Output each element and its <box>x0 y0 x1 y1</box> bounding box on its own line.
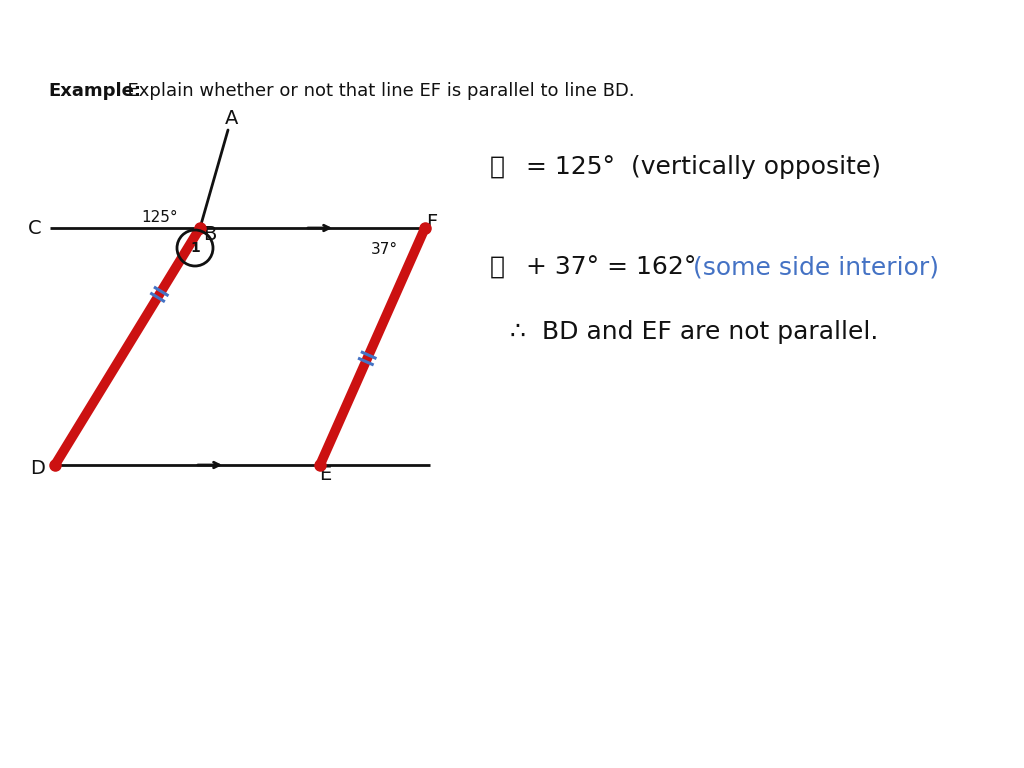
Text: = 125°  (vertically opposite): = 125° (vertically opposite) <box>518 155 881 179</box>
Text: A: A <box>225 108 239 127</box>
Text: 1: 1 <box>190 241 200 255</box>
Text: B: B <box>204 226 217 244</box>
Text: F: F <box>426 213 437 231</box>
Text: ⓘ: ⓘ <box>490 255 505 279</box>
Text: D: D <box>31 458 45 478</box>
Text: 125°: 125° <box>141 210 178 226</box>
Text: + 37° = 162°: + 37° = 162° <box>518 255 705 279</box>
Text: C: C <box>29 219 42 237</box>
Text: ⓘ: ⓘ <box>490 155 505 179</box>
Text: (some side interior): (some side interior) <box>693 255 939 279</box>
Text: 37°: 37° <box>371 243 397 257</box>
Text: ∴  BD and EF are not parallel.: ∴ BD and EF are not parallel. <box>510 320 879 344</box>
Text: E: E <box>318 465 331 485</box>
Text: Example:: Example: <box>48 82 141 100</box>
Text: Explain whether or not that line EF is parallel to line BD.: Explain whether or not that line EF is p… <box>116 82 635 100</box>
